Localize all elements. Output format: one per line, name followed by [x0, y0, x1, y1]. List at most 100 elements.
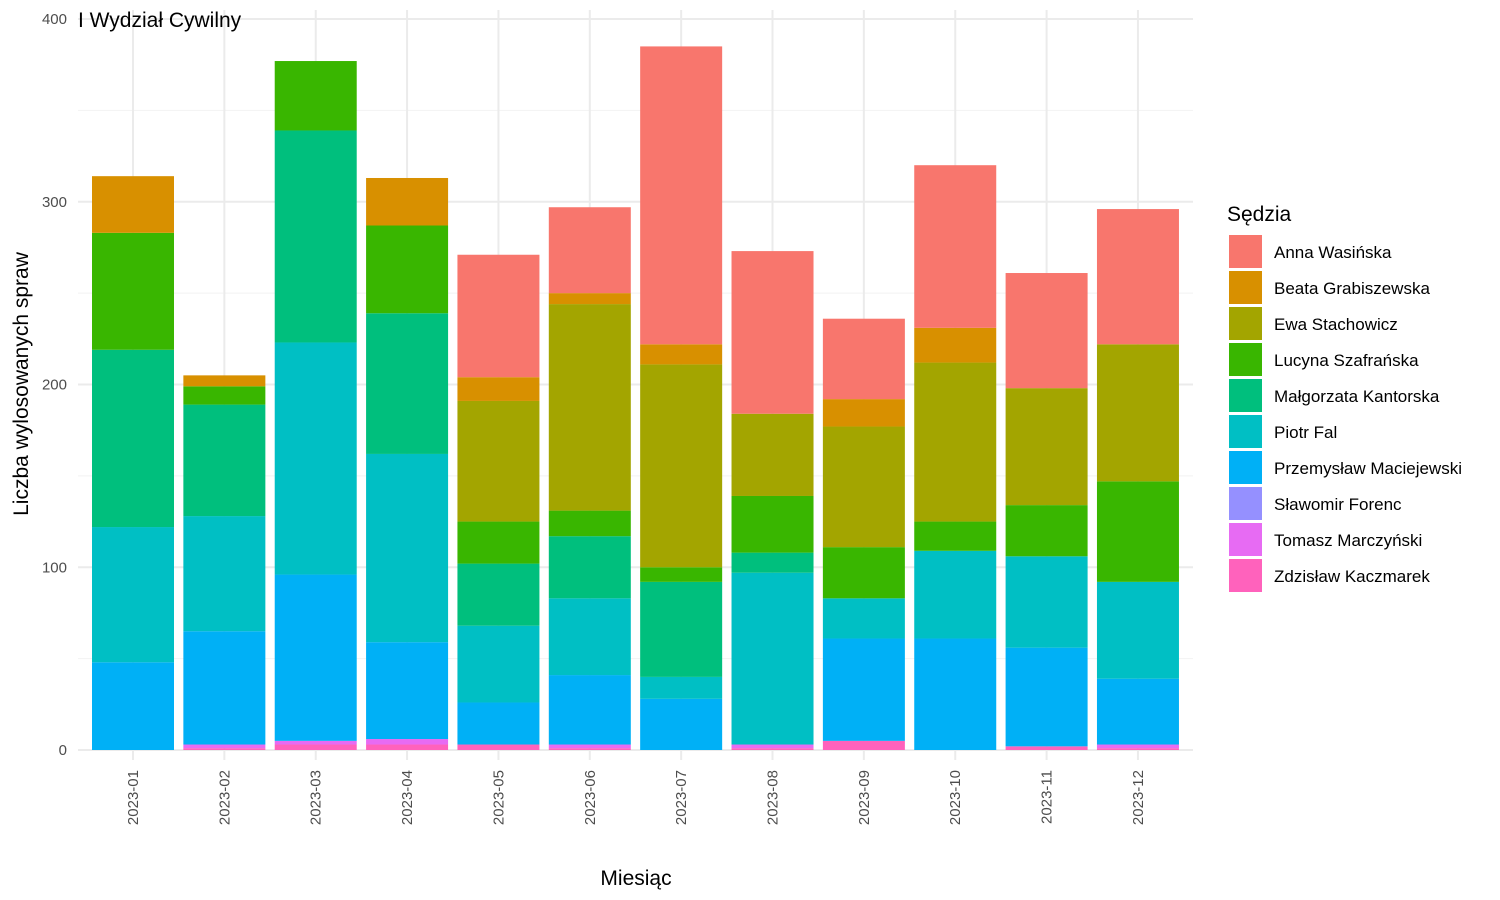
bar-segment — [822, 638, 905, 741]
bar-segment — [1096, 481, 1179, 582]
legend-swatch — [1229, 307, 1262, 340]
bar-segment — [366, 642, 449, 740]
legend-item: Beata Grabiszewska — [1229, 271, 1430, 304]
legend-label: Piotr Fal — [1274, 423, 1337, 442]
bar-segment — [1005, 746, 1088, 750]
bar-segment — [548, 207, 631, 294]
bar-segment — [92, 176, 174, 233]
bar-segment — [914, 550, 997, 639]
bar-segment — [366, 313, 449, 454]
legend-swatch — [1229, 235, 1262, 268]
legend-swatch — [1229, 559, 1262, 592]
legend-swatch — [1229, 487, 1262, 520]
x-axis-ticks: 2023-01 2023-02 2023-03 2023-04 2023-05 2023-… — [125, 770, 1147, 825]
legend-swatch — [1229, 523, 1262, 556]
legend-item: Przemysław Maciejewski — [1229, 451, 1462, 484]
legend-item: Sławomir Forenc — [1229, 487, 1402, 520]
bar-segment — [731, 748, 814, 750]
legend-swatch — [1229, 451, 1262, 484]
bar-segment — [457, 377, 540, 401]
x-tick-label: 2023-11 — [1039, 770, 1056, 824]
legend: Sędzia Anna Wasińska Beata Grabiszewska Ew… — [1227, 203, 1462, 592]
legend-label: Zdzisław Kaczmarek — [1274, 567, 1430, 586]
x-tick-label: 2023-01 — [125, 770, 142, 825]
bar-segment — [914, 638, 997, 750]
legend-item: Anna Wasińska — [1229, 235, 1392, 268]
bar-segment — [822, 426, 905, 548]
x-tick-label: 2023-05 — [490, 770, 507, 825]
legend-item: Zdzisław Kaczmarek — [1229, 559, 1430, 592]
legend-title: Sędzia — [1227, 203, 1292, 226]
y-tick-label: 100 — [42, 559, 67, 576]
plot-title: I Wydział Cywilny — [78, 9, 242, 32]
bar-segment — [822, 740, 905, 750]
bar-segment — [183, 404, 266, 517]
bar-segment — [1005, 647, 1088, 747]
bar-segment — [640, 676, 723, 699]
legend-label: Lucyna Szafrańska — [1274, 351, 1419, 370]
y-tick-label: 0 — [59, 742, 67, 759]
y-tick-label: 400 — [42, 11, 67, 28]
bar-segment — [92, 662, 174, 750]
x-tick-label: 2023-02 — [216, 770, 233, 825]
legend-label: Małgorzata Kantorska — [1274, 387, 1440, 406]
bar-segment — [1096, 344, 1179, 482]
bar-segment — [640, 364, 723, 568]
bar-segment — [548, 744, 631, 749]
bar-segment — [548, 748, 631, 750]
bar-segment — [1005, 505, 1088, 557]
bar-segment — [1005, 388, 1088, 506]
bar-segment — [183, 516, 266, 632]
bar-segment — [366, 744, 449, 750]
bar-segment — [1096, 744, 1179, 749]
bar-segment — [548, 293, 631, 305]
legend-swatch — [1229, 415, 1262, 448]
bar-segment — [822, 318, 905, 400]
bar-segment — [274, 744, 357, 750]
bar-segment — [914, 327, 997, 363]
bar-segment — [822, 547, 905, 599]
bar-segment — [366, 225, 449, 314]
legend-item: Małgorzata Kantorska — [1229, 379, 1440, 412]
x-tick-label: 2023-09 — [856, 770, 873, 825]
y-axis-title: Liczba wylosowanych spraw — [10, 251, 33, 516]
bar-segment — [548, 510, 631, 537]
x-tick-label: 2023-12 — [1130, 770, 1147, 825]
legend-label: Sławomir Forenc — [1274, 495, 1402, 514]
bar-segment — [274, 574, 357, 741]
bar-segment — [731, 744, 814, 749]
bar-segment — [914, 165, 997, 328]
legend-label: Ewa Stachowicz — [1274, 315, 1398, 334]
bar-segment — [548, 598, 631, 676]
bar-segment — [183, 386, 266, 405]
x-tick-label: 2023-03 — [308, 770, 325, 825]
bar-segment — [183, 744, 266, 749]
legend-item: Piotr Fal — [1229, 415, 1337, 448]
bar-segment — [731, 552, 814, 573]
y-tick-label: 300 — [42, 194, 67, 211]
legend-item: Ewa Stachowicz — [1229, 307, 1398, 340]
bar-segment — [457, 625, 540, 703]
bar-segment — [548, 304, 631, 511]
bar-segment — [822, 598, 905, 639]
bar-segment — [1096, 748, 1179, 750]
bar-segment — [640, 581, 723, 677]
bar-segment — [1005, 273, 1088, 389]
bar-segment — [183, 375, 266, 387]
bar-segment — [640, 46, 723, 345]
legend-label: Beata Grabiszewska — [1274, 279, 1430, 298]
bar-segment — [822, 399, 905, 427]
bar-segment — [1096, 581, 1179, 679]
bar-segment — [548, 536, 631, 599]
legend-label: Anna Wasińska — [1274, 243, 1392, 262]
bar-segment — [914, 521, 997, 551]
legend-swatch — [1229, 271, 1262, 304]
bar-segment — [640, 567, 723, 582]
bar-segment — [1096, 209, 1179, 345]
bar-segment — [183, 748, 266, 750]
bar-stacks — [92, 46, 1179, 750]
x-axis-title: Miesiąc — [600, 867, 671, 890]
bar-segment — [183, 631, 266, 745]
x-tick-label: 2023-08 — [765, 770, 782, 825]
